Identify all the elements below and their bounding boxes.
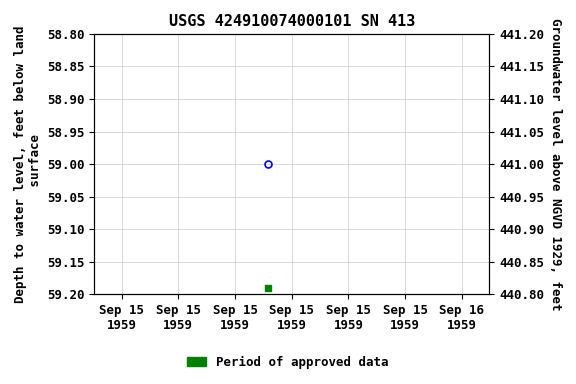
Title: USGS 424910074000101 SN 413: USGS 424910074000101 SN 413 xyxy=(169,13,415,28)
Legend: Period of approved data: Period of approved data xyxy=(183,351,393,374)
Y-axis label: Depth to water level, feet below land
 surface: Depth to water level, feet below land su… xyxy=(13,25,41,303)
Y-axis label: Groundwater level above NGVD 1929, feet: Groundwater level above NGVD 1929, feet xyxy=(550,18,563,310)
